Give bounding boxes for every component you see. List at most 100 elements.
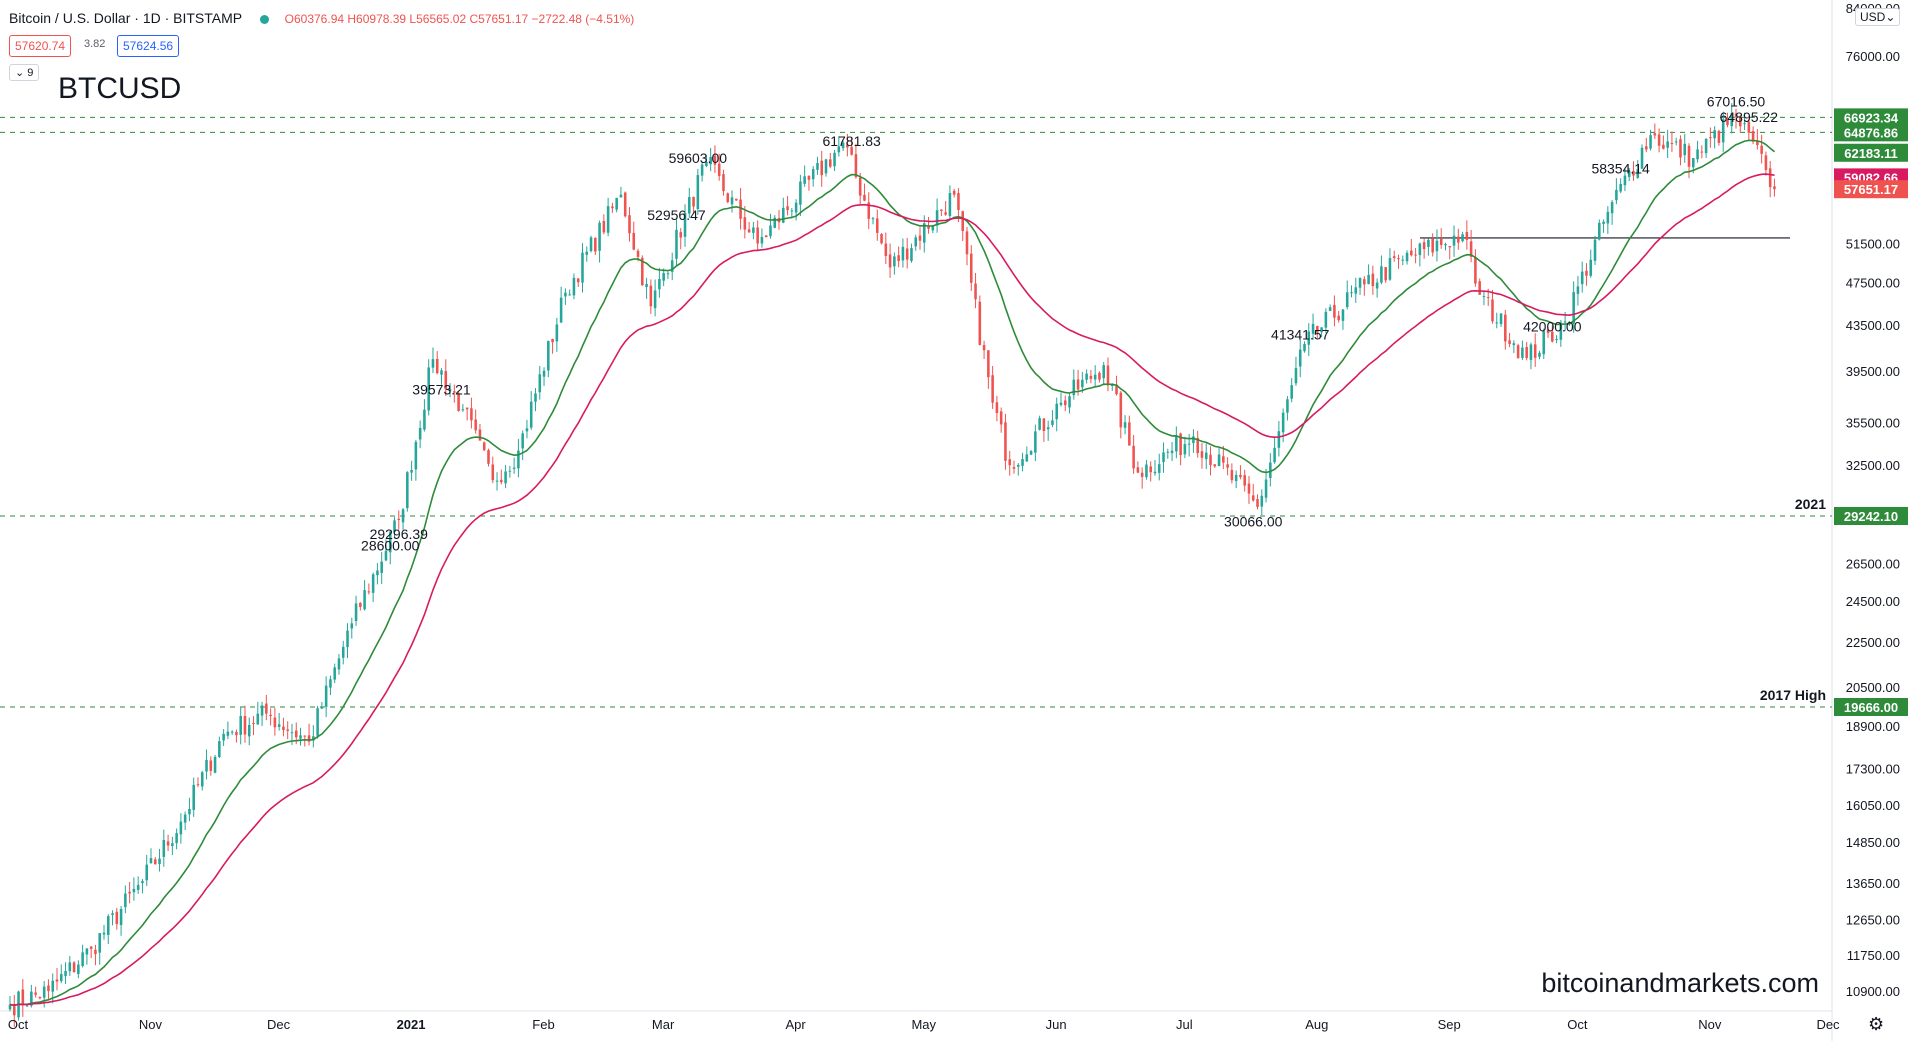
candle-body — [115, 911, 119, 925]
candle-body — [1354, 287, 1358, 294]
candle-body — [102, 932, 106, 935]
sell-button[interactable]: 57620.74 — [9, 35, 72, 57]
candle-up — [752, 221, 755, 240]
candle-body — [1512, 343, 1516, 346]
candle-body — [1615, 189, 1618, 201]
candle-body — [1247, 483, 1251, 494]
candle-up — [68, 955, 72, 976]
candle-up — [1170, 441, 1174, 461]
candle-body — [858, 177, 862, 196]
candle-down — [969, 245, 973, 291]
candle-body — [1461, 234, 1464, 242]
time-tick-label: Aug — [1305, 1017, 1328, 1032]
candle-body — [1657, 134, 1661, 146]
candle-up — [1683, 133, 1687, 163]
candle-body — [1640, 147, 1644, 169]
candle-body — [461, 409, 465, 411]
candle-body — [1589, 259, 1593, 276]
candle-down — [974, 272, 977, 309]
indicator-toggle-button[interactable]: ⌄ 9 — [9, 64, 40, 81]
candle-up — [171, 836, 174, 856]
candle-down — [867, 192, 871, 230]
time-tick-label: Oct — [1567, 1017, 1588, 1032]
candle-down — [1585, 263, 1588, 286]
gear-icon[interactable]: ⚙ — [1868, 1014, 1885, 1034]
candle-up — [1538, 350, 1541, 360]
candle-up — [341, 640, 345, 665]
candle-down — [487, 448, 490, 467]
time-tick-label: May — [911, 1017, 936, 1032]
candle-body — [30, 991, 33, 1006]
candle-body — [730, 197, 734, 205]
candle-body — [1739, 117, 1742, 127]
candle-body — [995, 402, 999, 413]
candle-body — [935, 210, 939, 226]
candle-body — [619, 194, 623, 198]
candle-down — [1764, 151, 1768, 176]
candle-up — [418, 420, 422, 449]
currency-button[interactable]: USD⌄ — [1855, 8, 1901, 26]
candle-body — [12, 1006, 16, 1016]
candle-down — [1363, 276, 1366, 296]
candle-body — [525, 428, 529, 432]
candle-up — [1021, 452, 1024, 472]
candle-body — [376, 570, 379, 576]
candle-down — [38, 996, 42, 1000]
price-tick-label: 16050.00 — [1846, 798, 1900, 813]
candle-down — [628, 207, 631, 242]
symbol-title[interactable]: Bitcoin / U.S. Dollar · 1D · BITSTAMP — [9, 10, 242, 26]
candle-up — [1324, 308, 1328, 334]
candle-body — [68, 962, 72, 972]
candle-body — [1222, 456, 1225, 463]
candle-body — [850, 146, 853, 155]
candle-body — [1457, 236, 1460, 243]
candle-body — [700, 164, 704, 176]
candle-up — [1123, 415, 1127, 435]
time-axis[interactable]: Oct Nov Dec 2021 Feb Mar Apr May Jun Jul Aug Sep Oct… — [8, 1017, 1840, 1032]
candle-body — [1025, 454, 1029, 462]
candle-body — [1132, 445, 1135, 469]
candle-down — [999, 407, 1003, 433]
candle-body — [884, 243, 888, 256]
candle-body — [346, 630, 349, 648]
candle-up — [1345, 280, 1349, 310]
candle-body — [286, 729, 289, 731]
candle-body — [636, 250, 640, 257]
candle-body — [1230, 470, 1234, 481]
candle-body — [598, 222, 601, 251]
candle-body — [209, 760, 213, 771]
candle-body — [1051, 420, 1054, 425]
candle-body — [679, 232, 683, 238]
candle-body — [1256, 499, 1259, 507]
candle-up — [410, 460, 413, 481]
buy-button[interactable]: 57624.56 — [117, 35, 180, 57]
candle-body — [230, 731, 234, 733]
candle-body — [1486, 297, 1490, 299]
candle-down — [465, 407, 469, 421]
candle-body — [226, 731, 230, 736]
candle-body — [653, 290, 657, 309]
price-axis[interactable]: 84000.0076000.0051500.0047500.0043500.00… — [1846, 1, 1900, 999]
candle-body — [1316, 326, 1319, 333]
candle-body — [329, 679, 332, 688]
candle-up — [1542, 328, 1546, 359]
candle-down — [1316, 325, 1319, 338]
candle-body — [1734, 113, 1738, 117]
candle-up — [1085, 369, 1088, 384]
candle-body — [1422, 242, 1426, 250]
candle-body — [982, 345, 986, 351]
candle-body — [1204, 452, 1208, 460]
price-annotation: 29296.39 — [370, 526, 429, 542]
candle-body — [1175, 435, 1178, 452]
candle-body — [1439, 238, 1443, 245]
candle-up — [1059, 392, 1063, 407]
candle-body — [1743, 123, 1746, 125]
candle-body — [752, 227, 755, 233]
candle-body — [670, 260, 674, 272]
candle-up — [158, 848, 161, 872]
candle-body — [1764, 155, 1768, 170]
candle-body — [1375, 282, 1379, 289]
candle-down — [55, 968, 59, 991]
candle-body — [1115, 384, 1118, 395]
